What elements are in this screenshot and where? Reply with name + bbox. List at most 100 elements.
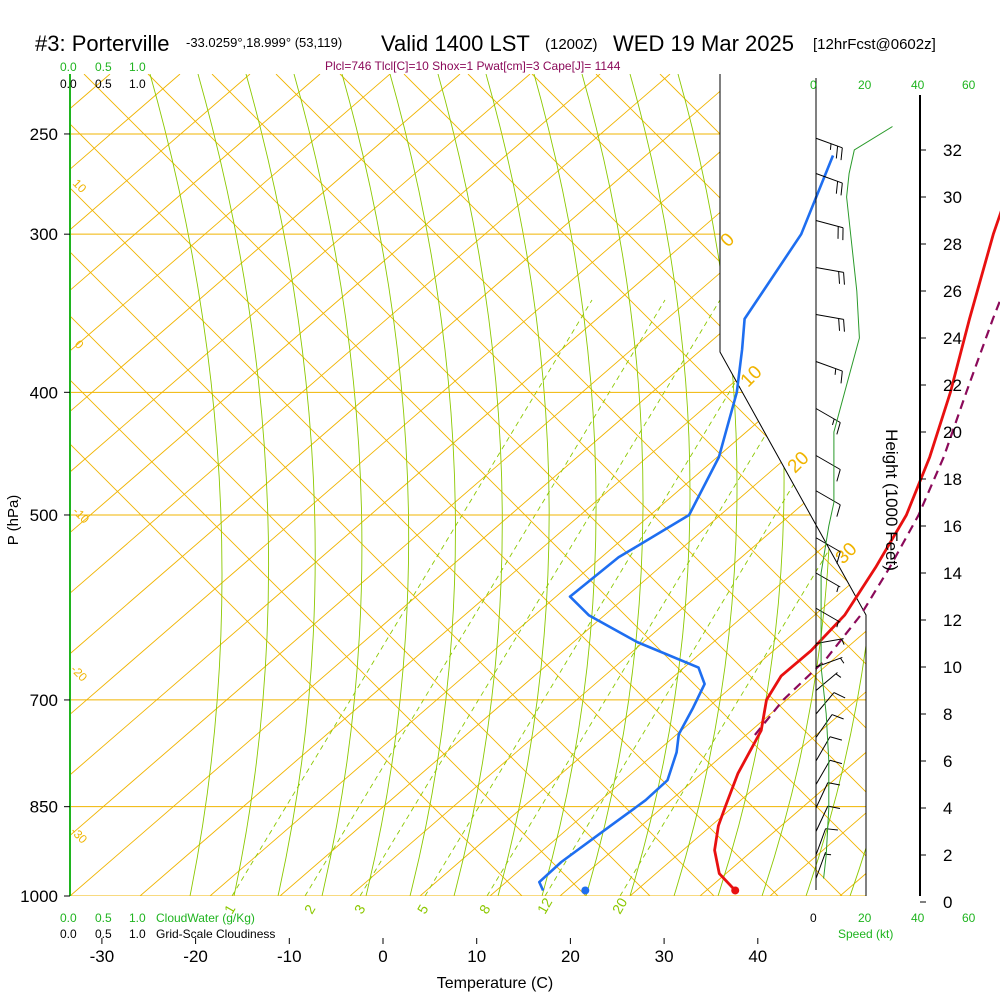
cloudwater-tick: 1.0: [129, 60, 146, 74]
mixing-ratio-label: 3: [351, 902, 369, 917]
speed-tick: 60: [962, 78, 976, 92]
speed-tick: 0: [810, 911, 817, 925]
cloudwater-tick: 0.0: [60, 60, 77, 74]
pressure-tick-label: 500: [30, 506, 58, 525]
height-tick-label: 14: [943, 564, 962, 583]
wind-barb: [815, 173, 843, 196]
isotherm-line: [467, 74, 866, 896]
cloudiness-tick: 0.0: [60, 77, 77, 91]
wind-barb: [815, 314, 845, 332]
dry-adiabat-line: [70, 74, 866, 896]
dry-adiabat-line: [70, 74, 111, 896]
height-axis-label: Height (1000 Feet): [882, 429, 901, 571]
station-coords: -33.0259°,18.999° (53,119): [186, 35, 342, 50]
dry-adiabat-line: [70, 74, 461, 896]
height-tick-label: 12: [943, 611, 962, 630]
isobar-grid: [70, 133, 866, 896]
temperature-tick-label: -20: [183, 947, 208, 966]
wind-barb: [815, 852, 832, 879]
wind-barb: [815, 672, 842, 691]
moist-adiabat-line: [341, 74, 410, 896]
wind-barb: [815, 782, 841, 809]
isotherm-line: [70, 74, 843, 896]
temperature-tick-label: 10: [467, 947, 486, 966]
cloudwater-scale-bottom: 0.0 0.5 1.0 CloudWater (g/Kg) 0.0 0.5 1.…: [60, 911, 275, 941]
wind-barb: [815, 638, 845, 645]
height-tick-label: 16: [943, 517, 962, 536]
isotherm-label: 20: [784, 448, 814, 478]
moist-adiabat-line: [197, 74, 270, 896]
wind-barb: [815, 137, 843, 161]
height-tick-label: 28: [943, 235, 962, 254]
mixing-ratio-label: 8: [476, 902, 494, 917]
speed-tick: 40: [911, 78, 925, 92]
moist-adiabat-line: [533, 74, 597, 896]
temperature-tick-label: 30: [655, 947, 674, 966]
wind-barb: [815, 572, 841, 593]
pressure-tick-label: 700: [30, 691, 58, 710]
cloudwater-label: CloudWater (g/Kg): [156, 911, 255, 925]
pressure-tick-label: 400: [30, 383, 58, 402]
isotherm-line: [70, 74, 779, 896]
temperature-axis: -30 -20 -10 0 10 20 30 40: [90, 938, 767, 966]
valid-date: WED 19 Mar 2025: [613, 31, 794, 56]
wind-barb: [815, 805, 841, 832]
height-tick-label: 10: [943, 658, 962, 677]
cloudiness-tick: 0.0: [60, 927, 77, 941]
dry-adiabat-line: [70, 74, 741, 896]
parcel-line: [754, 297, 1000, 736]
moist-adiabat-line: [437, 74, 503, 896]
moist-adiabat-grid: [149, 74, 866, 896]
mixing-ratio-label: 20: [609, 895, 631, 917]
cloudwater-scale-top: 0.0 0.5 1.0 0.0 0.5 1.0: [60, 60, 146, 91]
isotherm-line: [147, 74, 866, 896]
mixing-ratio-label: 2: [301, 902, 319, 917]
moist-adiabat-line: [149, 74, 223, 896]
isotherm-line: [211, 74, 866, 896]
height-tick-label: 0: [943, 893, 952, 912]
cloudwater-tick: 1.0: [129, 911, 146, 925]
station-title: #3: Porterville: [35, 31, 170, 56]
isotherm-line: [70, 74, 715, 896]
speed-tick: 20: [858, 78, 872, 92]
temperature-tick-label: -30: [90, 947, 115, 966]
dewpoint-line: [538, 155, 835, 892]
dry-adiabat-line: [419, 74, 866, 896]
height-tick-label: 8: [943, 705, 952, 724]
temperature-axis-label: Temperature (C): [437, 975, 553, 992]
speed-tick: 60: [962, 911, 976, 925]
dry-adiabat-line: [489, 74, 866, 896]
mixing-ratio-line: [304, 299, 666, 896]
temperature-tick-label: 20: [561, 947, 580, 966]
dry-adiabat-line: [70, 74, 671, 896]
dry-adiabat-line: [699, 74, 866, 896]
wind-barb: [815, 656, 845, 668]
wind-barb: [815, 361, 843, 384]
wind-barbs: [815, 137, 846, 879]
dry-adiabat-line: [349, 74, 866, 896]
wind-speed-line: [820, 126, 893, 879]
cloudiness-tick: 1.0: [129, 77, 146, 91]
moist-adiabat-line: [581, 74, 644, 896]
speed-label: Speed (kt): [838, 927, 893, 941]
isotherm-label: -10: [70, 504, 92, 526]
isotherm-line: [339, 74, 866, 896]
isotherm-line: [70, 74, 523, 896]
pressure-tick-label: 250: [30, 125, 58, 144]
height-tick-label: 20: [943, 423, 962, 442]
temperature-tick-label: 0: [378, 947, 387, 966]
isotherm-line: [275, 74, 866, 896]
wind-barb: [815, 455, 841, 482]
wind-barb: [815, 220, 844, 241]
pressure-axis-label: P (hPa): [5, 495, 22, 546]
dry-adiabat-line: [70, 74, 601, 896]
cloudwater-tick: 0.5: [95, 60, 112, 74]
moist-adiabat-line: [389, 74, 456, 896]
isotherm-label: -30: [68, 824, 90, 846]
speed-tick: 40: [911, 911, 925, 925]
dry-adiabat-line: [70, 74, 866, 896]
pressure-tick-label: 850: [30, 798, 58, 817]
isotherm-line: [83, 74, 866, 896]
speed-tick: 20: [858, 911, 872, 925]
